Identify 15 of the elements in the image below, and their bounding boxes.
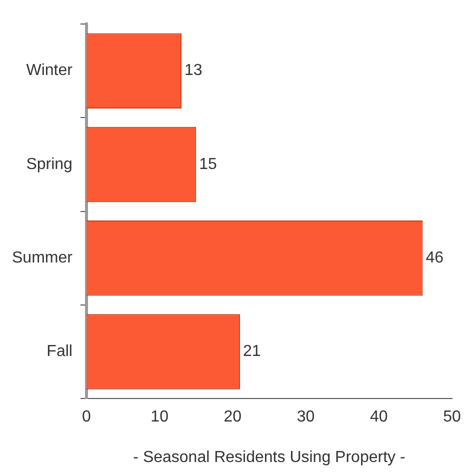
x-tick-label: 10 [150,408,169,426]
x-tick-label: 20 [224,408,242,426]
x-tick-label: 0 [82,408,91,426]
data-label: 21 [242,343,261,360]
x-tick-label: 30 [296,408,315,426]
x-axis-title: - Seasonal Residents Using Property - [133,448,406,466]
x-tick-label: 50 [443,408,461,426]
y-tick-label: Spring [26,156,72,173]
data-label: 46 [426,250,444,267]
y-tick-label: Fall [46,343,72,360]
data-label: 13 [184,62,202,80]
y-tick-label: Summer [12,250,74,267]
data-label: 15 [199,156,218,173]
x-tick-label: 40 [370,408,388,426]
y-tick-label: Winter [26,62,74,80]
